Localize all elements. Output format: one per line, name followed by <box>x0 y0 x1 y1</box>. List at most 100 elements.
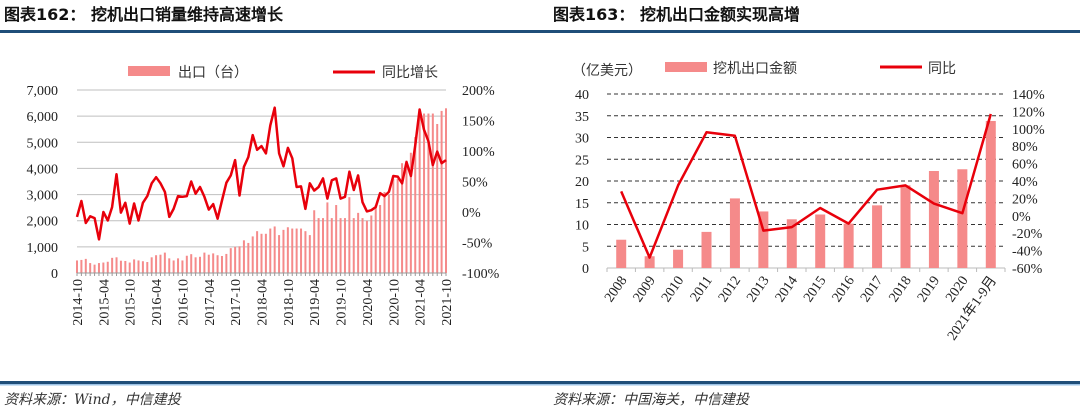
bar <box>84 258 87 273</box>
y-left-tick-label: 25 <box>575 153 589 168</box>
bar <box>80 259 83 273</box>
y-left-tick-label: 40 <box>575 88 589 103</box>
x-tick-label: 2014 <box>773 274 801 306</box>
bar <box>177 258 180 273</box>
bar <box>216 255 219 273</box>
bar <box>115 257 118 273</box>
bar <box>168 258 171 273</box>
y-right-tick-label: 150% <box>462 115 495 130</box>
bar <box>644 256 655 268</box>
bar <box>89 263 92 273</box>
y-right-tick-label: -50% <box>462 237 493 252</box>
x-tick-label: 2019-10 <box>335 279 350 326</box>
y-left-tick-label: 2,000 <box>27 215 59 230</box>
bar <box>985 120 996 268</box>
bar <box>383 191 386 273</box>
y-left-tick-label: 0 <box>51 267 58 282</box>
x-tick-label: 2013 <box>744 274 772 306</box>
y-right-tick-label: 0% <box>462 206 481 221</box>
y-right-tick-label: -20% <box>1012 227 1043 242</box>
x-tick-label: 2017 <box>858 274 886 306</box>
x-tick-label: 2018-04 <box>256 279 271 326</box>
bar <box>348 197 351 273</box>
y-right-tick-label: 100% <box>1012 123 1045 138</box>
bar <box>673 249 684 268</box>
y-left-tick-label: 7,000 <box>27 84 59 99</box>
bar <box>181 260 184 273</box>
y-left-tick-label: 4,000 <box>27 162 59 177</box>
bar <box>361 218 364 273</box>
chart-title-right: 图表163： 挖机出口金额实现高增 <box>553 5 800 24</box>
bar <box>330 218 333 273</box>
bar <box>300 228 303 273</box>
y-left-tick-label: 3,000 <box>27 189 59 204</box>
x-tick-label: 2016-04 <box>150 279 165 326</box>
y-left-tick-label: 10 <box>575 219 589 234</box>
bar <box>282 229 285 273</box>
y-right-tick-label: -60% <box>1012 262 1043 277</box>
bar <box>203 252 206 273</box>
bar <box>379 205 382 273</box>
x-tick-label: 2017-04 <box>203 279 218 326</box>
bar <box>286 227 289 273</box>
chart-right: 0 5 10 15 20 25 30 35 40 -60% -40% -20% 0% 20% 40% 60% 8… <box>575 88 1045 343</box>
bar <box>260 233 263 273</box>
bar <box>957 169 968 268</box>
unit-label: （亿美元） <box>572 63 642 79</box>
bar <box>207 254 210 273</box>
line-series-yoy <box>620 113 993 259</box>
bar <box>928 170 939 268</box>
bar <box>212 253 215 273</box>
bar <box>146 262 149 273</box>
bar <box>313 210 316 273</box>
bar <box>278 235 281 273</box>
bar <box>128 262 131 273</box>
bar <box>247 242 250 273</box>
bar <box>786 219 797 268</box>
bar <box>436 123 439 273</box>
bar <box>150 257 153 273</box>
footer-rule-accent <box>0 384 1080 386</box>
bar <box>97 263 100 273</box>
bar <box>374 205 377 273</box>
bar <box>273 226 276 273</box>
x-tick-label: 2008 <box>602 274 630 306</box>
x-tick-label: 2019 <box>915 274 943 306</box>
x-tick-label: 2016-10 <box>176 279 191 326</box>
bar <box>423 113 426 274</box>
y-right-tick-label: 140% <box>1012 88 1045 103</box>
y-left-tick-label: 35 <box>575 110 589 125</box>
bar <box>106 261 109 273</box>
y-right-tick-label: -40% <box>1012 245 1043 260</box>
bar <box>440 110 443 274</box>
bar <box>387 194 390 273</box>
bar <box>119 260 122 273</box>
bar <box>392 178 395 273</box>
y-right-tick-label: 100% <box>462 145 495 160</box>
y-right-tick-label: 120% <box>1012 105 1045 120</box>
x-tick-label: 2020-10 <box>387 279 402 326</box>
bar <box>339 218 342 273</box>
y-right-tick-label: 60% <box>1012 158 1038 173</box>
bar <box>133 259 136 273</box>
bar <box>256 231 259 273</box>
bar <box>357 212 360 273</box>
y-left-tick-label: 15 <box>575 197 589 212</box>
bar <box>701 231 712 268</box>
bar <box>102 262 105 273</box>
x-tick-label: 2020 <box>943 274 971 306</box>
x-tick-label: 2018-10 <box>282 279 297 326</box>
bar <box>111 257 114 273</box>
bar <box>445 108 447 273</box>
x-tick-label: 2012 <box>716 274 744 306</box>
x-tick-label: 2015-10 <box>124 279 139 326</box>
bar <box>242 240 245 273</box>
y-left-tick-label: 5,000 <box>27 136 59 151</box>
bar <box>304 231 307 273</box>
y-right-tick-label: 0% <box>1012 210 1031 225</box>
bar <box>343 218 346 273</box>
x-tick-label: 2016 <box>830 274 858 306</box>
bar <box>172 260 175 273</box>
y-right-tick-label: -100% <box>462 267 500 282</box>
y-left-tick-label: 6,000 <box>27 110 59 125</box>
